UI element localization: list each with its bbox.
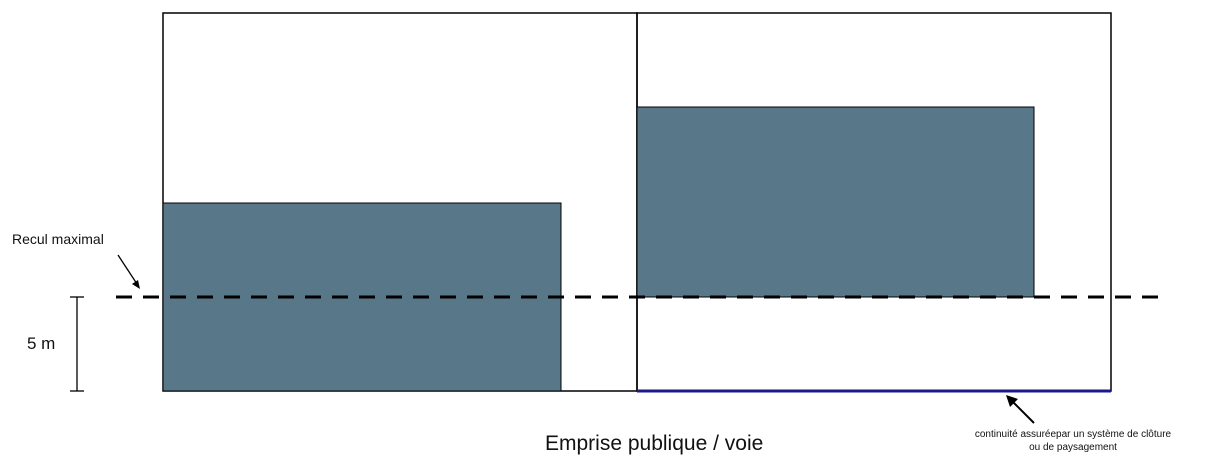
distance-label: 5 m [27,334,55,353]
fence-arrow [1006,395,1035,424]
building-right [636,106,1035,298]
recul-maximal-label: Recul maximal [12,231,104,247]
road-label: Emprise publique / voie [545,432,763,455]
recul-arrow [117,254,140,289]
fence-note-line2: ou de paysagement [1029,442,1117,453]
fence-note-line1: continuité assuréepar un système de clôt… [975,429,1172,440]
dimension-marker [70,296,84,392]
